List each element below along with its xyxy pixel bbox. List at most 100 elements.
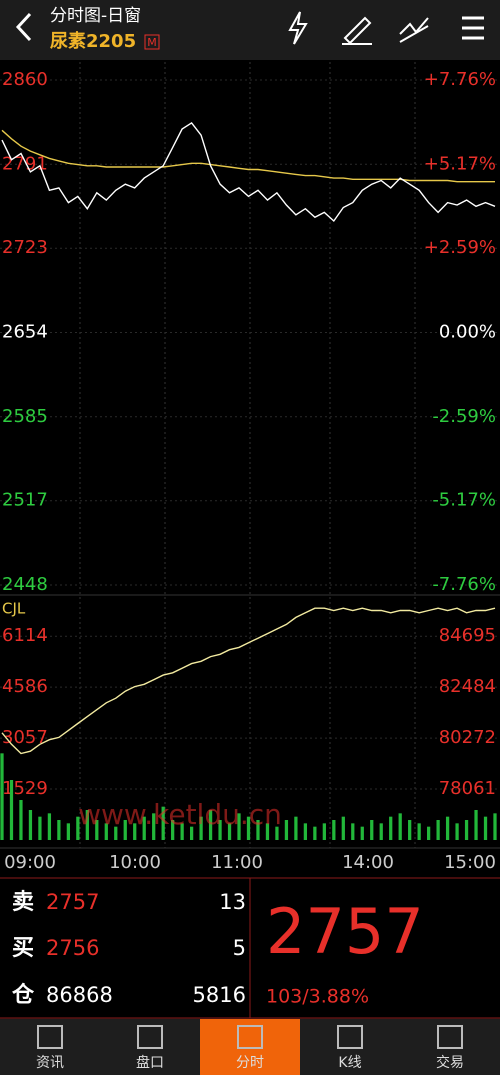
watermark: www.ketldu.cn: [78, 798, 282, 831]
indicator-icon[interactable]: [399, 17, 429, 43]
volume-bar: [237, 813, 241, 840]
volume-bar: [284, 820, 289, 840]
volume-bar: [246, 816, 251, 840]
volume-tick-label: 3057: [2, 727, 48, 748]
time-label: 14:00: [342, 852, 394, 873]
volume-bar: [104, 823, 108, 840]
oi-tick-label: 84695: [439, 625, 496, 646]
volume-tick-label: 6114: [2, 625, 48, 646]
volume-bar: [483, 816, 488, 840]
tab-label[interactable]: 分时: [236, 1055, 264, 1071]
volume-bar: [208, 810, 213, 840]
tab-icon[interactable]: [337, 1025, 363, 1049]
volume-bar: [256, 820, 260, 840]
volume-bar: [95, 820, 99, 840]
sell-price: 2757: [46, 890, 99, 914]
back-button[interactable]: [15, 12, 32, 42]
price-tick-label: 2585: [2, 406, 48, 427]
pct-tick-label: +5.17%: [424, 153, 496, 174]
pct-tick-label: +7.76%: [424, 69, 496, 90]
tab-label[interactable]: 资讯: [36, 1055, 64, 1071]
volume-bar: [199, 816, 203, 840]
oi-tick-label: 80272: [439, 727, 496, 748]
volume-bar: [493, 813, 497, 840]
volume-bar: [389, 816, 393, 840]
volume-bar: [455, 823, 459, 840]
oi-line: [1, 607, 496, 755]
tab-icon[interactable]: [37, 1025, 63, 1049]
tab-label[interactable]: 交易: [436, 1054, 464, 1071]
buy-price: 2756: [46, 936, 99, 960]
price-tick-label: 2791: [2, 154, 48, 175]
draw-icon[interactable]: [342, 16, 372, 45]
volume-bar: [303, 823, 308, 840]
tab-icon[interactable]: [237, 1025, 263, 1049]
volume-tick-label: 4586: [2, 676, 48, 697]
time-label: 15:00: [444, 852, 496, 873]
volume-bar: [180, 823, 184, 840]
oi-value: 86868: [46, 983, 113, 1007]
plot: [0, 121, 497, 840]
tab-label[interactable]: 盘口: [136, 1054, 164, 1071]
volume-bar: [123, 820, 127, 840]
oi-label: 仓: [11, 982, 35, 1008]
time-label: 11:00: [211, 852, 263, 873]
volume-bar: [265, 823, 270, 840]
volume-bar: [0, 753, 4, 840]
price-tick-label: 2654: [2, 322, 48, 343]
badge: M: [147, 36, 157, 49]
volume-bar: [313, 826, 317, 840]
volume-bar: [142, 816, 146, 840]
volume-bar: [294, 816, 298, 840]
volume-bar: [76, 816, 80, 840]
sell-label: 卖: [12, 889, 34, 915]
sell-qty: 13: [219, 890, 246, 914]
price-line: [1, 121, 496, 223]
oi-tick-label: 78061: [439, 778, 496, 799]
volume-bar: [66, 823, 70, 840]
pct-tick-label: -7.76%: [432, 574, 496, 595]
oi-tick-label: 82484: [439, 676, 496, 697]
volume-bar: [218, 820, 222, 840]
volume-bar: [474, 810, 478, 840]
tab-icon[interactable]: [437, 1025, 463, 1049]
buy-qty: 5: [233, 936, 246, 960]
oi-change: 5816: [193, 983, 246, 1007]
volume-bar: [28, 810, 33, 840]
grid: +7.76% 2860 +5.17% 2791 +2.59% 2723 0.00% 2654 -…: [0, 62, 500, 873]
time-label: 10:00: [109, 852, 161, 873]
volume-bar: [227, 823, 232, 840]
volume-bar: [322, 823, 326, 840]
header-title: 分时图-日窗: [50, 6, 141, 26]
price-change: 103/3.88%: [266, 986, 369, 1008]
volume-tick-label: 1529: [2, 778, 48, 799]
pct-tick-label: 0.00%: [439, 322, 496, 343]
volume-bar: [152, 813, 156, 840]
volume-bar: [351, 823, 355, 840]
average-line: [1, 129, 495, 183]
volume-bar: [427, 826, 431, 840]
volume-bar: [341, 816, 345, 840]
volume-bar: [133, 823, 137, 840]
volume-label: CJL: [2, 600, 26, 618]
last-price: 2757: [266, 895, 424, 968]
volume-bar: [161, 806, 165, 840]
tab-icon[interactable]: [137, 1025, 163, 1049]
pct-tick-label: -5.17%: [432, 490, 496, 511]
price-tick-label: 2517: [2, 489, 48, 510]
volume-bar: [85, 810, 89, 840]
volume-bar: [464, 820, 469, 840]
volume-bar: [436, 820, 440, 840]
volume-bar: [47, 813, 52, 840]
volume-bar: [171, 820, 175, 840]
volume-bar: [445, 816, 450, 840]
menu-icon[interactable]: [462, 16, 484, 40]
tabs: 资讯 盘口 分时 K线 交易: [36, 1025, 464, 1071]
volume-bar: [398, 813, 402, 840]
flash-icon[interactable]: [288, 11, 308, 45]
volume-bar: [19, 800, 23, 840]
tab-label[interactable]: K线: [338, 1055, 361, 1071]
pct-tick-label: -2.59%: [432, 406, 496, 427]
volume-bar: [9, 780, 14, 840]
